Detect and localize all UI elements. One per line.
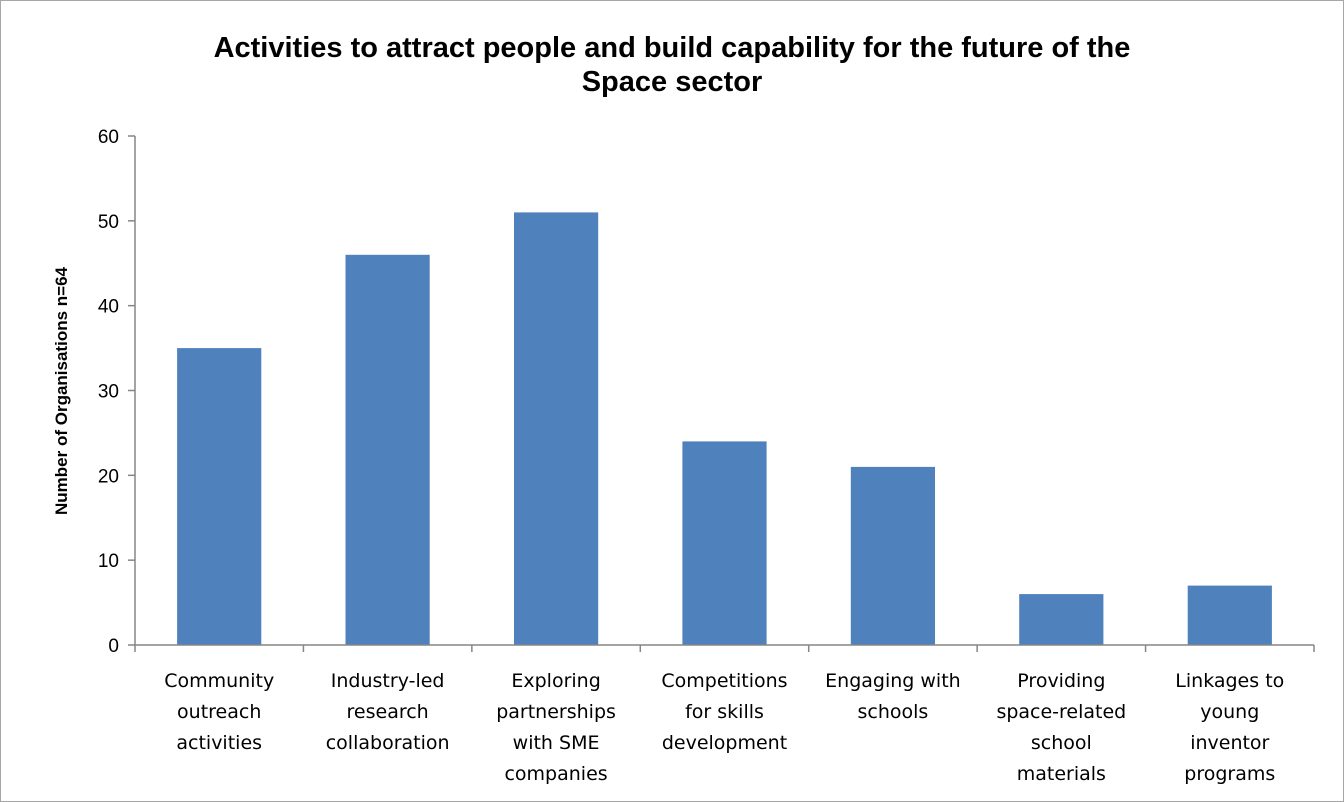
bar-2: [345, 254, 430, 646]
x-category-label: Competitions for skills development: [661, 670, 787, 754]
bar-4: [682, 441, 767, 645]
x-category-label: Exploring partnerships with SME companies: [496, 670, 616, 785]
y-tick-label: 30: [98, 382, 119, 403]
chart-title-line-1: Activities to attract people and build c…: [213, 32, 1131, 64]
x-category-label: Community outreach activities: [164, 670, 274, 754]
x-category-label: Providing space-related school materials: [996, 670, 1126, 785]
bar-3: [514, 212, 599, 645]
bar-5: [850, 466, 935, 645]
y-tick-label: 10: [98, 551, 119, 572]
bar-6: [1019, 594, 1104, 645]
y-tick-label: 50: [98, 212, 119, 233]
y-tick-label: 40: [98, 297, 119, 318]
chart-title: Activities to attract people and build c…: [1, 31, 1343, 99]
y-tick-label: 60: [98, 127, 119, 148]
bar-1: [177, 348, 262, 645]
y-tick-label: 20: [98, 466, 119, 487]
x-category-label: Engaging with schools: [825, 670, 961, 723]
y-tick-label: 0: [108, 636, 119, 657]
y-axis-title: Number of Organisations n=64: [52, 266, 71, 515]
chart-title-line-2: Space sector: [581, 66, 763, 98]
bar-7: [1187, 585, 1272, 645]
x-category-label: Industry-led research collaboration: [326, 670, 450, 754]
x-category-label: Linkages to young inventor programs: [1175, 670, 1284, 785]
